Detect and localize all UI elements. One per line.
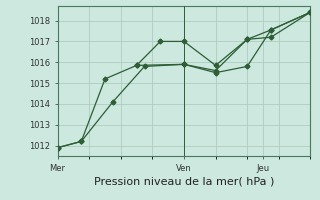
X-axis label: Pression niveau de la mer( hPa ): Pression niveau de la mer( hPa )	[94, 177, 274, 187]
